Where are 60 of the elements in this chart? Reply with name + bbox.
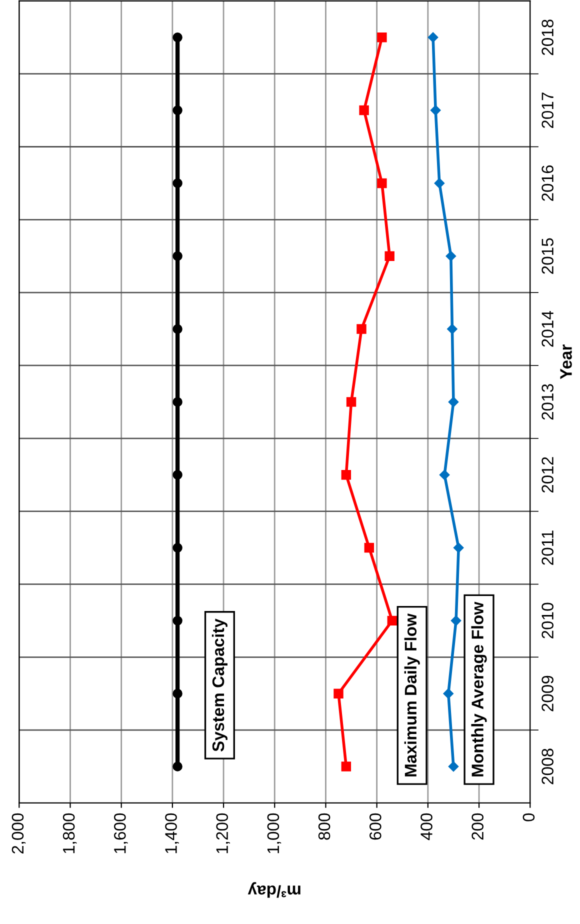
- y-tick-label: 2010: [542, 602, 554, 638]
- text: Maximum Daily Flow: [404, 613, 420, 776]
- point: [443, 688, 454, 699]
- point: [334, 688, 344, 698]
- point: [346, 397, 356, 407]
- point: [377, 178, 387, 188]
- y-tick-label: 2011: [542, 530, 554, 565]
- x-axis-title: m³/day: [248, 882, 300, 898]
- x-tick-label: 600: [370, 813, 382, 840]
- point: [172, 688, 182, 698]
- point: [172, 178, 182, 188]
- text: System Capacity: [212, 618, 228, 752]
- text: Monthly Average Flow: [471, 602, 487, 776]
- point: [172, 470, 182, 480]
- point: [448, 761, 459, 772]
- x-tick-label: 1,600: [114, 813, 128, 854]
- y-tick-label: 2017: [542, 92, 554, 128]
- point: [447, 324, 458, 334]
- y-tick-label: 2013: [542, 384, 554, 420]
- x-tick-label: 2,000: [12, 813, 26, 854]
- point: [172, 324, 182, 334]
- point: [453, 542, 464, 553]
- point: [450, 616, 462, 626]
- point: [172, 397, 182, 407]
- point: [172, 762, 182, 772]
- point: [430, 105, 441, 116]
- point: [387, 616, 398, 626]
- point: [172, 616, 182, 626]
- x-tick-label: 1,800: [62, 813, 77, 854]
- y-tick-label: 2009: [542, 676, 554, 712]
- point: [172, 32, 182, 42]
- x-tick-label: 0: [522, 813, 535, 822]
- y-tick-label: 2008: [542, 748, 554, 784]
- x-tick-label: 1,400: [165, 813, 179, 854]
- point: [359, 105, 369, 116]
- point: [341, 470, 352, 480]
- x-tick-label: 1,000: [267, 813, 282, 854]
- point: [446, 251, 456, 262]
- y-tick-label: 2014: [542, 310, 554, 347]
- point: [172, 542, 182, 553]
- point: [428, 32, 438, 42]
- x-tick-label: 800: [318, 813, 330, 840]
- x-tick-label: 400: [420, 813, 432, 840]
- point: [364, 542, 374, 553]
- x-tick-label: 1,200: [216, 813, 230, 854]
- point: [439, 470, 450, 480]
- point: [384, 251, 394, 261]
- point: [434, 178, 445, 188]
- point: [341, 762, 352, 772]
- y-axis-title: Year: [560, 344, 572, 380]
- x-tick-label: 200: [472, 813, 484, 840]
- point: [448, 396, 459, 408]
- point: [172, 105, 182, 116]
- y-tick-label: 2015: [542, 238, 554, 274]
- y-tick-label: 2016: [542, 165, 554, 201]
- point: [172, 251, 182, 261]
- y-tick-label: 2018: [542, 20, 554, 56]
- point: [356, 324, 366, 334]
- point: [377, 32, 387, 42]
- y-tick-label: 2012: [542, 457, 554, 493]
